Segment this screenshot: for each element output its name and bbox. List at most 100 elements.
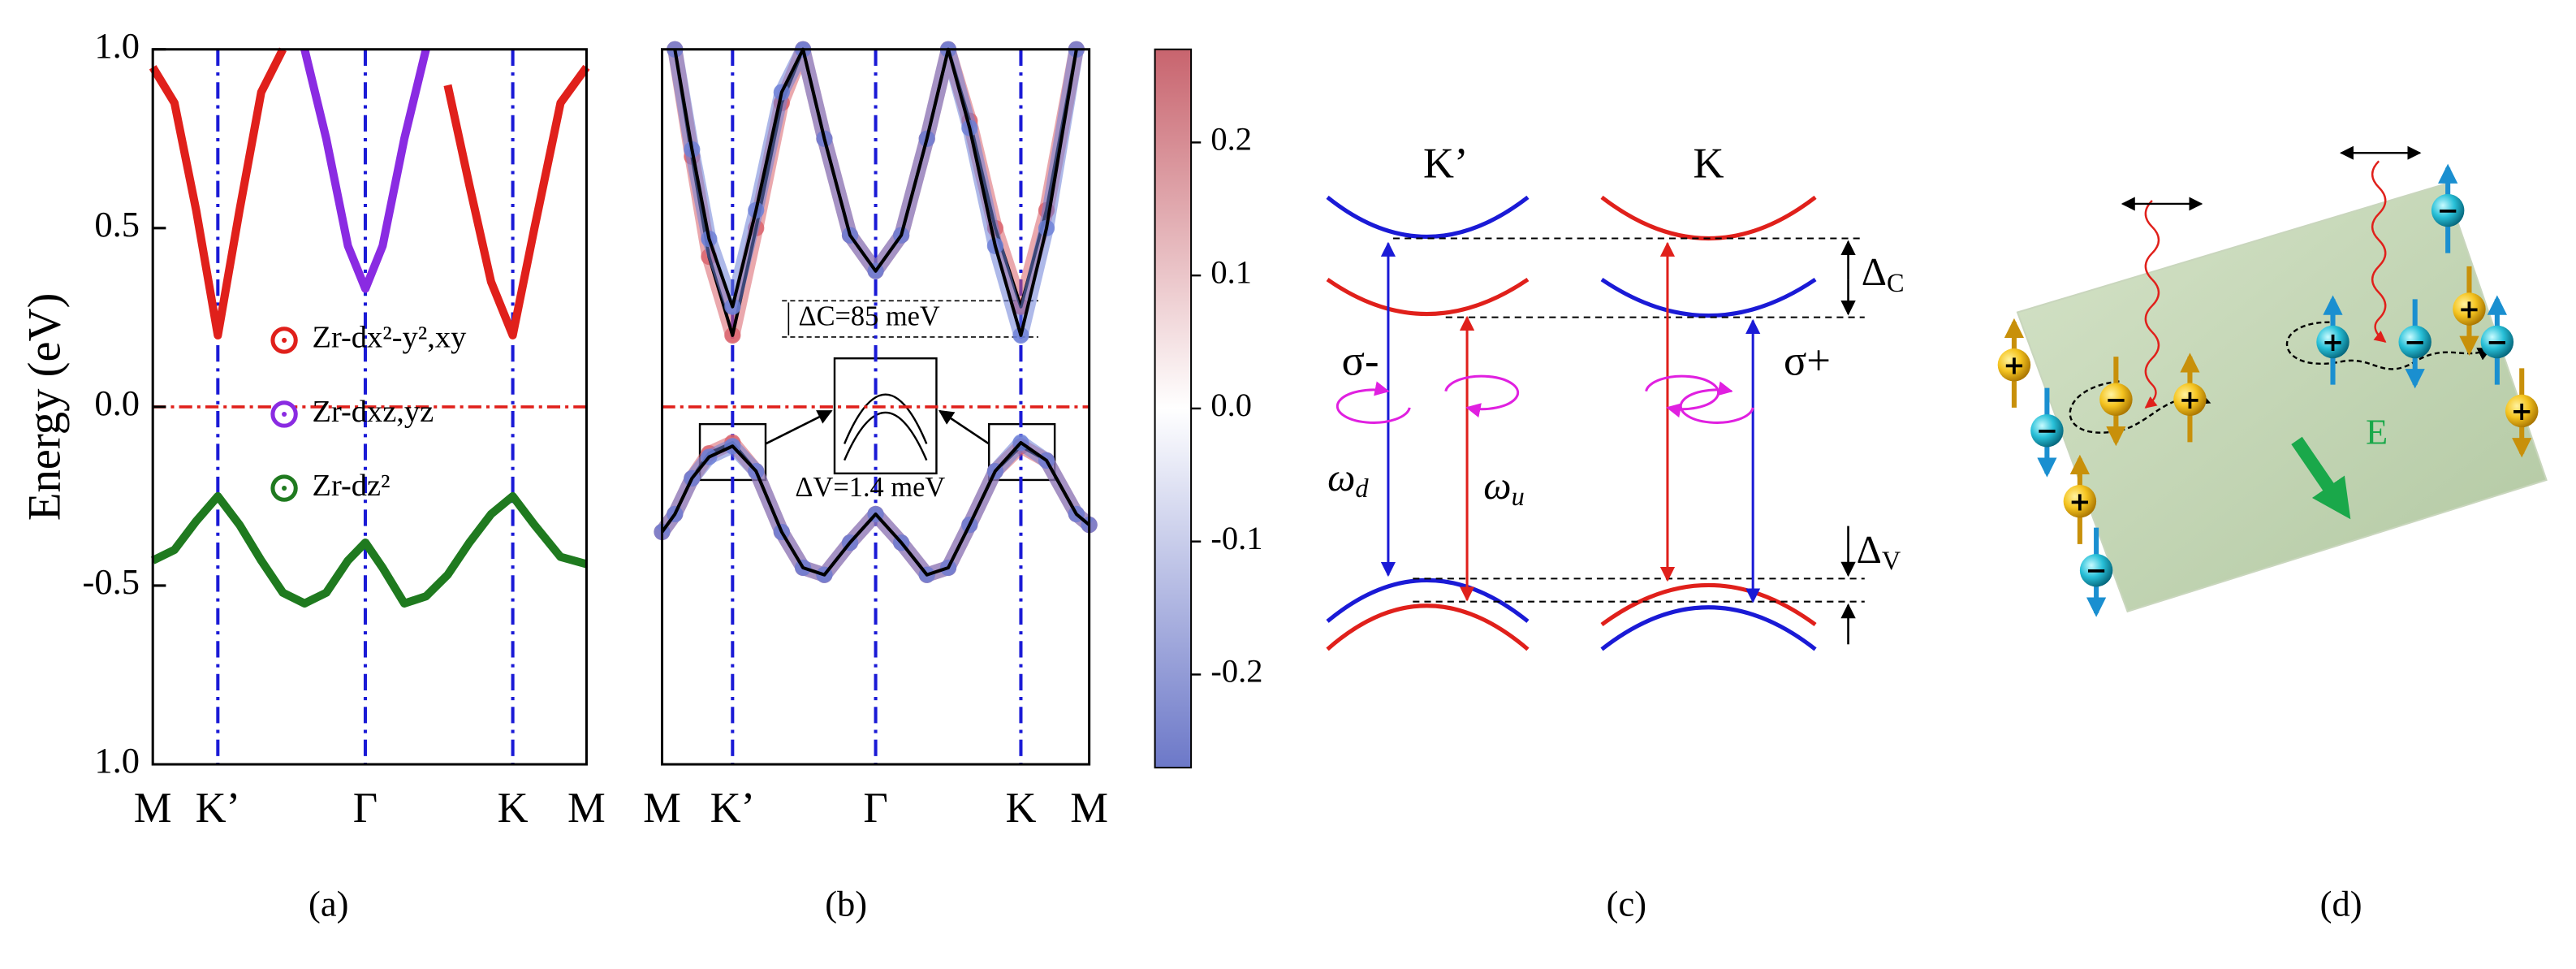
charge xyxy=(2398,325,2431,359)
charge-sign: − xyxy=(2486,327,2508,357)
symbol: ω xyxy=(1327,456,1355,500)
band-arc xyxy=(1600,277,1817,318)
colorbar-tick-label: 0.1 xyxy=(1210,253,1252,290)
charge-sign: + xyxy=(2322,327,2344,357)
light-ray xyxy=(2371,160,2387,343)
gap-label: ΔV xyxy=(1857,528,1901,576)
charge xyxy=(2505,394,2539,428)
inset-arrow xyxy=(765,409,833,445)
legend-label: Zr-dxz,yz xyxy=(312,395,434,429)
valley-label: K’ xyxy=(1423,141,1469,188)
inset-arrow xyxy=(938,409,990,445)
charge xyxy=(2099,383,2133,417)
band-line xyxy=(660,440,1090,577)
charge-sign: + xyxy=(2179,384,2201,415)
charge xyxy=(2480,325,2514,359)
legend-dot xyxy=(282,411,287,417)
charge xyxy=(2079,553,2113,587)
field-arrow xyxy=(2291,436,2351,520)
panel-caption: (c) xyxy=(1607,883,1646,924)
inset-zoom xyxy=(833,357,938,475)
charge xyxy=(2063,485,2097,518)
charge-sign: − xyxy=(2437,195,2459,226)
band-arc xyxy=(1326,195,1530,239)
inset xyxy=(698,300,1056,482)
symbol: Δ xyxy=(1862,250,1887,294)
x-tick-label: M xyxy=(1070,785,1108,832)
legend-dot xyxy=(282,486,287,491)
x-tick-label: M xyxy=(134,785,172,832)
legend-label: Zr-dz² xyxy=(312,469,390,503)
charge-sign: − xyxy=(2404,327,2426,357)
band-line xyxy=(150,491,588,608)
colorbar-tick-label: -0.2 xyxy=(1210,653,1262,690)
charge xyxy=(2173,383,2207,417)
x-tick-label: Γ xyxy=(353,785,378,832)
y-tick-label: 1.0 xyxy=(94,25,140,66)
panel-caption: (d) xyxy=(2320,883,2362,924)
band-arc xyxy=(1600,582,1817,627)
frequency-label: ωu xyxy=(1483,464,1524,512)
symbol: ω xyxy=(1483,464,1511,508)
charge xyxy=(2316,325,2349,359)
charge xyxy=(2030,413,2064,448)
band-line xyxy=(673,47,1078,337)
charge-sign: + xyxy=(2458,294,2480,325)
x-tick-label: K’ xyxy=(196,785,241,832)
charge xyxy=(2431,193,2465,227)
polarization xyxy=(1444,374,1520,418)
annotation: ΔC=85 meV xyxy=(798,301,939,332)
panel-caption: (b) xyxy=(825,883,867,924)
x-tick-label: K xyxy=(498,785,529,832)
inset-band xyxy=(844,412,928,461)
sample-illustration: +−+−− ++ −−+−+ xyxy=(1997,145,2548,617)
band-line xyxy=(300,48,430,293)
light-ray xyxy=(2144,200,2160,409)
symbol: Δ xyxy=(1857,528,1882,572)
x-tick-label: K’ xyxy=(710,785,756,832)
polarization-label: σ- xyxy=(1342,337,1379,384)
plot-frame xyxy=(151,48,588,766)
valley-diagram xyxy=(1326,195,1865,651)
x-tick-label: M xyxy=(643,785,681,832)
subscript: V xyxy=(1882,547,1901,577)
charge xyxy=(1997,348,2031,382)
legend-dot xyxy=(282,337,287,343)
colorbar-tick-label: -0.1 xyxy=(1210,520,1262,556)
charge-sign: + xyxy=(2069,486,2091,517)
band-arc xyxy=(1600,605,1817,651)
band-arc xyxy=(1326,603,1530,651)
plot-frame xyxy=(660,48,1091,766)
subscript: u xyxy=(1512,483,1525,513)
x-tick-label: M xyxy=(567,785,606,832)
x-tick-label: Γ xyxy=(863,785,887,832)
polarization xyxy=(1679,381,1754,424)
charge-sign: − xyxy=(2036,415,2058,446)
band-arc xyxy=(1600,195,1817,240)
charge-sign: + xyxy=(2511,396,2533,426)
colorbar-tick-label: 0.2 xyxy=(1210,121,1252,158)
y-tick-label: 0.0 xyxy=(94,383,140,423)
field-label: E xyxy=(2366,412,2388,452)
charge-sign: − xyxy=(2105,384,2127,415)
y-tick-label: 0.5 xyxy=(94,204,140,244)
frequency-label: ωd xyxy=(1327,456,1369,504)
subscript: C xyxy=(1887,270,1905,299)
band-arc xyxy=(1326,277,1530,316)
y-axis-title: Energy (eV) xyxy=(20,293,71,521)
gap-label: ΔC xyxy=(1862,250,1905,298)
annotation: ΔV=1.4 meV xyxy=(795,472,945,503)
polarization xyxy=(1645,374,1720,418)
legend-label: Zr-dx²-y²,xy xyxy=(312,321,467,355)
hall-path xyxy=(2285,321,2492,370)
y-tick-label: 1.0 xyxy=(94,740,140,781)
charge-sign: − xyxy=(2086,555,2108,586)
panel-caption: (a) xyxy=(309,883,348,924)
polarization xyxy=(1335,381,1411,424)
polarization-label: σ+ xyxy=(1784,337,1831,384)
colorbar xyxy=(1154,48,1193,769)
